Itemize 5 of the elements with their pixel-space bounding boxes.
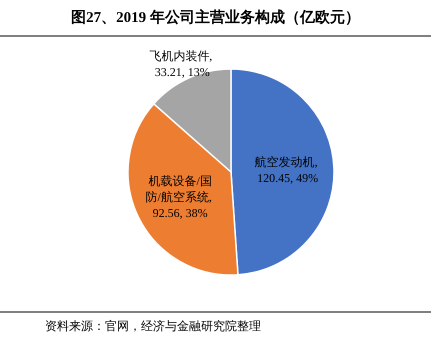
slice-label: 航空发动机, 120.45, 49% <box>254 155 321 186</box>
text: 资料来源：官网，经济与金融研究院整理 <box>45 319 261 333</box>
slice-label: 飞机内装件, 33.21, 13% <box>149 49 216 80</box>
slice-label: 机载设备/国防/航空系统, 92.56, 38% <box>146 174 215 220</box>
chart-title: 图27、2019 年公司主营业务构成（亿欧元） <box>71 8 360 26</box>
